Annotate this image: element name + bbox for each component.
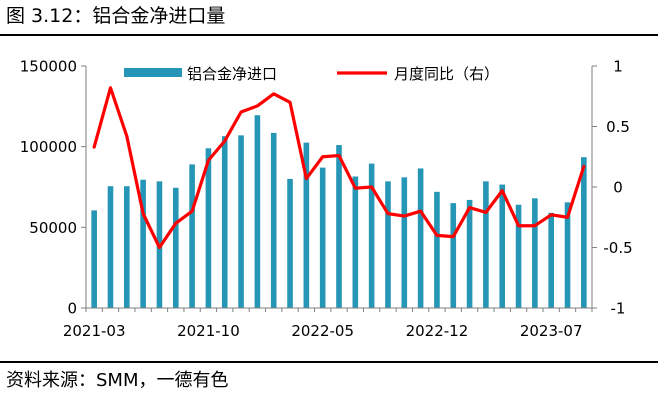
x-tick-label: 2021-10 — [177, 322, 240, 340]
bar-2022-05 — [319, 167, 326, 308]
figure-title: 图 3.12：铝合金净进口量 — [6, 5, 226, 27]
bar-series — [91, 115, 587, 309]
x-tick-label: 2023-07 — [520, 322, 583, 340]
bar-2022-07 — [352, 176, 359, 308]
source-note: 资料来源：SMM，一德有色 — [6, 370, 229, 391]
bar-2022-11 — [417, 168, 424, 308]
bar-2021-04 — [107, 186, 114, 308]
bar-2022-03 — [287, 178, 293, 308]
right-tick-label: -1 — [611, 300, 626, 318]
bar-2021-11 — [221, 136, 228, 308]
legend-line-label: 月度同比（右） — [394, 65, 499, 83]
left-tick-label: 100000 — [20, 138, 77, 156]
bar-2021-06 — [140, 179, 146, 308]
right-tick-label: 0.5 — [606, 118, 630, 136]
bar-2021-08 — [172, 187, 179, 308]
yoy-line — [92, 86, 586, 250]
x-tick-label: 2021-03 — [63, 322, 126, 340]
bar-2023-01 — [450, 203, 457, 308]
chart: 0 50000 100000 150000 -1 -0.5 0 0.5 1 2021-03 2021… — [20, 58, 633, 341]
bar-2021-12 — [238, 135, 244, 308]
bar-2022-08 — [368, 163, 375, 308]
x-tick-label: 2022-12 — [406, 322, 469, 340]
right-tick-label: -0.5 — [603, 239, 632, 257]
bar-2022-10 — [401, 177, 408, 308]
legend-bar-label: 铝合金净进口 — [187, 65, 277, 83]
bar-2022-09 — [385, 181, 391, 308]
bar-2023-04 — [499, 184, 506, 308]
bar-2022-04 — [303, 142, 310, 308]
bar-2023-06 — [532, 198, 538, 308]
bar-2023-08 — [564, 202, 571, 308]
bar-2023-07 — [548, 212, 554, 308]
legend: 铝合金净进口 月度同比（右） — [124, 65, 499, 83]
right-tick-label: 0 — [613, 179, 623, 197]
bar-2023-05 — [515, 204, 522, 308]
bar-2023-09 — [581, 157, 587, 308]
legend-bar-swatch — [124, 68, 182, 77]
x-tick-label: 2022-05 — [291, 322, 354, 340]
bar-2022-02 — [270, 132, 277, 308]
left-tick-label: 50000 — [29, 219, 77, 237]
bar-2022-12 — [434, 191, 440, 308]
bar-2021-05 — [124, 186, 130, 308]
bar-2021-09 — [189, 164, 195, 308]
left-tick-label: 150000 — [20, 58, 77, 76]
bottom-rule — [0, 361, 658, 363]
bar-2023-03 — [483, 181, 489, 308]
right-tick-label: 1 — [613, 58, 623, 76]
top-rule — [0, 34, 658, 36]
bar-2023-02 — [466, 199, 473, 308]
bar-2022-01 — [254, 115, 261, 309]
left-tick-label: 0 — [67, 300, 77, 318]
bar-2021-10 — [205, 148, 212, 308]
bar-2021-03 — [91, 210, 97, 308]
bar-2022-06 — [336, 145, 342, 308]
